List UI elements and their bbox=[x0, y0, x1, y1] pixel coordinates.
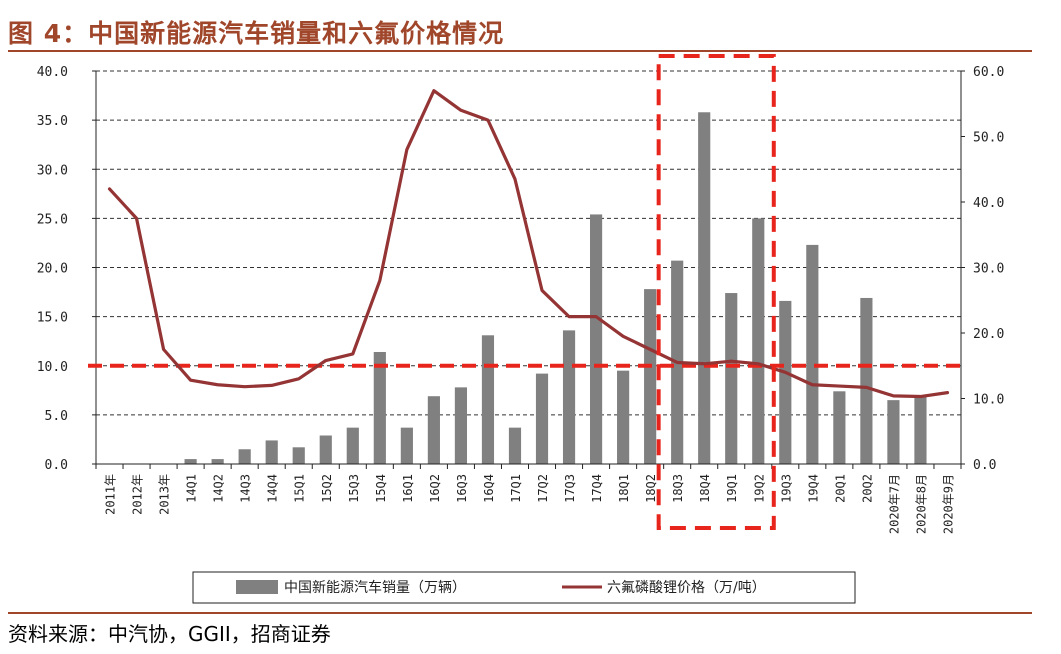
left-tick-label: 40.0 bbox=[37, 65, 68, 80]
x-tick-label: 2020年7月 bbox=[887, 474, 901, 534]
right-tick-label: 30.0 bbox=[973, 262, 1004, 277]
x-tick-label: 19Q2 bbox=[752, 474, 766, 503]
line-series bbox=[107, 89, 950, 399]
bar-15Q4 bbox=[373, 351, 386, 464]
bar-17Q4 bbox=[589, 214, 603, 464]
bar-16Q1 bbox=[400, 427, 413, 464]
gridlines bbox=[96, 70, 961, 416]
left-tick-label: 30.0 bbox=[37, 163, 68, 178]
right-tick-label: 60.0 bbox=[973, 65, 1004, 80]
axes bbox=[95, 71, 962, 469]
bar-14Q1 bbox=[184, 459, 197, 464]
x-tick-label: 18Q3 bbox=[671, 474, 685, 503]
x-tick-label: 14Q4 bbox=[266, 474, 280, 503]
right-tick-label: 40.0 bbox=[973, 196, 1004, 211]
bar-15Q1 bbox=[292, 447, 305, 464]
x-tick-label: 2013年 bbox=[158, 474, 172, 515]
legend-line-label: 六氟磷酸锂价格（万/吨） bbox=[607, 580, 766, 596]
bar-17Q3 bbox=[562, 330, 576, 464]
bar-18Q2 bbox=[644, 289, 657, 464]
bar-16Q4 bbox=[481, 335, 495, 464]
bar-15Q2 bbox=[319, 435, 332, 464]
source-note: 资料来源：中汽协，GGII，招商证券 bbox=[8, 618, 331, 647]
x-tick-label: 18Q1 bbox=[617, 474, 631, 503]
bar-14Q3 bbox=[238, 449, 251, 464]
x-tick-label: 14Q2 bbox=[212, 474, 226, 503]
footer-divider bbox=[8, 612, 1032, 614]
bar-19Q4 bbox=[806, 244, 819, 464]
bar-16Q2 bbox=[427, 396, 440, 464]
left-axis-ticks: 0.0 5.0 10.0 15.0 20.0 25.0 30.0 35.0 40.0 bbox=[37, 65, 96, 473]
bar-20Q2 bbox=[860, 297, 873, 464]
bar-19Q2 bbox=[752, 218, 765, 464]
left-tick-label: 5.0 bbox=[45, 409, 68, 424]
x-tick-label: 17Q2 bbox=[536, 474, 550, 503]
right-tick-label: 0.0 bbox=[973, 458, 996, 473]
x-tick-label: 17Q1 bbox=[509, 474, 523, 503]
legend-frame bbox=[192, 571, 856, 604]
x-tick-label: 15Q2 bbox=[320, 474, 334, 503]
x-tick-label: 2020年9月 bbox=[941, 474, 955, 534]
bar-19Q1 bbox=[725, 293, 738, 464]
x-tick-label: 20Q2 bbox=[860, 474, 874, 503]
legend: 中国新能源汽车销量（万辆） 六氟磷酸锂价格（万/吨） bbox=[192, 571, 856, 604]
x-tick-label: 16Q1 bbox=[401, 474, 415, 503]
left-tick-label: 15.0 bbox=[37, 311, 68, 326]
right-tick-label: 10.0 bbox=[973, 393, 1004, 408]
x-tick-label: 16Q2 bbox=[428, 474, 442, 503]
bar-series bbox=[184, 112, 927, 464]
x-tick-label: 20Q1 bbox=[833, 474, 847, 503]
x-tick-label: 19Q4 bbox=[806, 474, 820, 503]
x-tick-label: 17Q3 bbox=[563, 474, 577, 503]
bar-19Q3 bbox=[779, 300, 792, 464]
bar-20Q1 bbox=[833, 391, 846, 464]
highlight-dashed-box bbox=[656, 54, 776, 530]
bar-17Q1 bbox=[508, 427, 522, 464]
bar-2020年8月 bbox=[914, 395, 927, 464]
highlight-box bbox=[656, 54, 776, 530]
source-label: 资料来源： bbox=[8, 622, 108, 646]
x-tick-label: 2012年 bbox=[131, 474, 145, 515]
right-tick-label: 50.0 bbox=[973, 131, 1004, 146]
page-title: 图 4：中国新能源汽车销量和六氟价格情况 bbox=[8, 19, 505, 48]
legend-bar-swatch bbox=[236, 580, 278, 594]
x-tick-label: 15Q4 bbox=[374, 474, 388, 503]
x-tick-label: 2011年 bbox=[104, 474, 118, 515]
left-tick-label: 25.0 bbox=[37, 212, 68, 227]
title-divider bbox=[8, 50, 1032, 52]
bar-14Q2 bbox=[211, 459, 224, 464]
bar-16Q3 bbox=[454, 387, 468, 464]
bar-17Q2 bbox=[535, 373, 549, 464]
left-tick-label: 20.0 bbox=[37, 262, 68, 277]
left-tick-label: 0.0 bbox=[45, 458, 68, 473]
x-tick-label: 16Q3 bbox=[455, 474, 469, 503]
bar-15Q3 bbox=[346, 427, 359, 464]
x-tick-label: 17Q4 bbox=[590, 474, 604, 503]
legend-bar-label: 中国新能源汽车销量（万辆） bbox=[284, 579, 466, 596]
x-axis-ticks: 2011年 2012年 2013年 14Q1 14Q2 14Q3 14Q4 15Q1 15Q2 1… bbox=[104, 474, 956, 534]
bar-18Q1 bbox=[617, 370, 630, 464]
x-tick-label: 14Q1 bbox=[185, 474, 199, 503]
x-tick-label: 15Q3 bbox=[347, 474, 361, 503]
bar-2020年7月 bbox=[887, 400, 900, 464]
x-tick-label: 18Q2 bbox=[644, 474, 658, 503]
x-tick-label: 2020年8月 bbox=[914, 474, 928, 534]
x-tick-label: 16Q4 bbox=[482, 474, 496, 503]
x-tick-label: 19Q3 bbox=[779, 474, 793, 503]
source-text: 中汽协，GGII，招商证券 bbox=[108, 622, 331, 646]
bar-18Q4 bbox=[698, 112, 711, 464]
right-tick-label: 20.0 bbox=[973, 327, 1004, 342]
x-tick-label: 14Q3 bbox=[239, 474, 253, 503]
x-tick-label: 19Q1 bbox=[725, 474, 739, 503]
bar-14Q4 bbox=[265, 440, 278, 464]
left-tick-label: 10.0 bbox=[37, 360, 68, 375]
left-tick-label: 35.0 bbox=[37, 114, 68, 129]
x-tick-label: 15Q1 bbox=[293, 474, 307, 503]
price-line bbox=[107, 89, 950, 399]
x-tick-label: 18Q4 bbox=[698, 474, 712, 503]
right-axis-ticks: 0.0 10.0 20.0 30.0 40.0 50.0 60.0 bbox=[961, 65, 1004, 473]
